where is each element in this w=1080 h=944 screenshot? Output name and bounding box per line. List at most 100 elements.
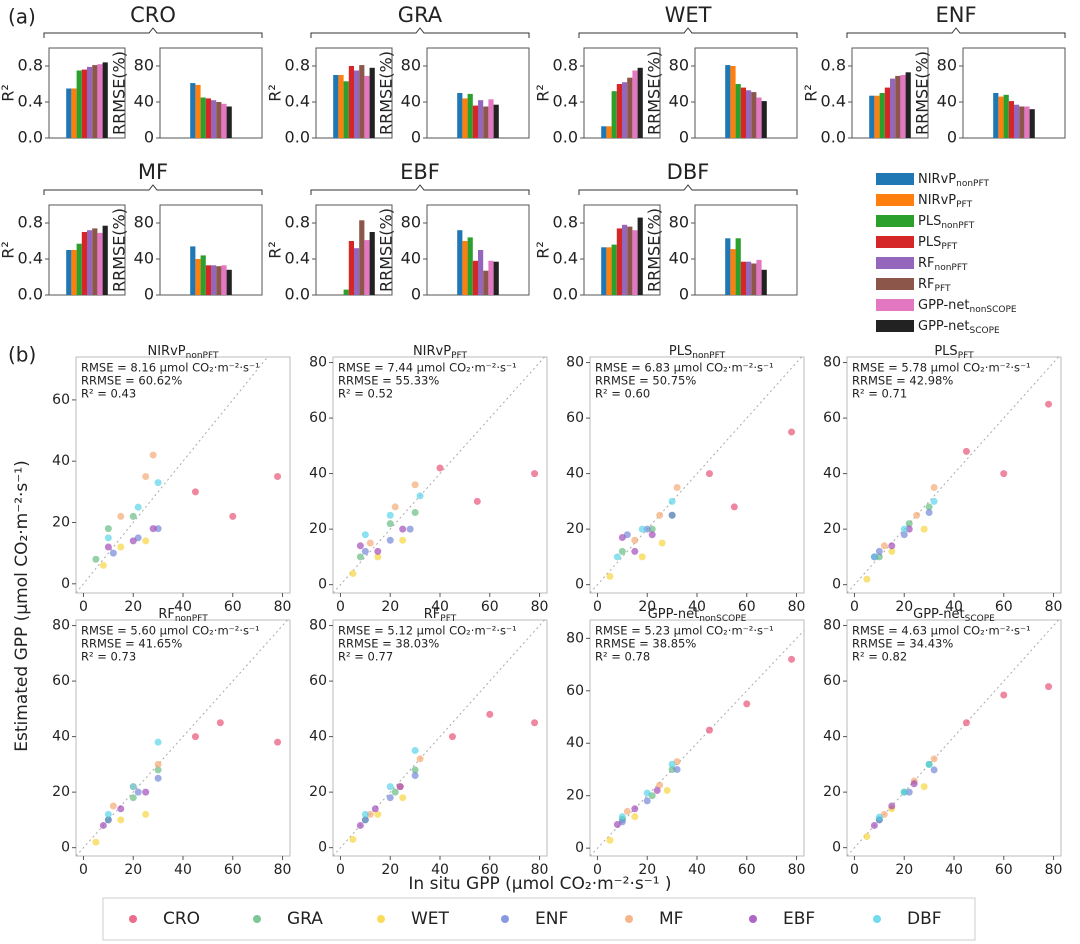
point bbox=[154, 525, 162, 533]
bar bbox=[102, 62, 108, 138]
x-tick-label: 60 bbox=[481, 862, 499, 878]
point bbox=[656, 781, 664, 789]
annotation: R² = 0.71 bbox=[852, 387, 907, 401]
point bbox=[406, 525, 414, 533]
bar bbox=[611, 91, 617, 138]
annotation: RMSE = 6.83 µmol CO₂·m⁻²·s⁻¹ bbox=[595, 361, 774, 375]
point bbox=[631, 536, 639, 544]
x-tick-label: 0 bbox=[593, 862, 602, 878]
y-tick-label: 80 bbox=[309, 355, 327, 371]
y-tick-label: 0.0 bbox=[285, 285, 310, 304]
group-brace bbox=[43, 27, 263, 38]
y-tick-label: 80 bbox=[823, 355, 841, 371]
annotation: RRMSE = 38.85% bbox=[595, 637, 696, 651]
y-axis-label: RRMSE(%) bbox=[377, 51, 396, 135]
x-tick-label: 60 bbox=[224, 599, 242, 615]
x-tick-label: 60 bbox=[481, 599, 499, 615]
title-name: NIRvP bbox=[413, 344, 451, 359]
point bbox=[880, 542, 888, 550]
bar bbox=[730, 249, 736, 295]
x-tick-label: 60 bbox=[738, 862, 756, 878]
bar bbox=[601, 126, 607, 138]
point bbox=[361, 531, 369, 539]
y-axis-label: R² bbox=[266, 84, 285, 102]
point bbox=[374, 553, 382, 561]
point bbox=[104, 810, 112, 818]
plot-frame bbox=[75, 619, 291, 857]
group-brace bbox=[43, 184, 263, 195]
y-tick-label: 0.8 bbox=[18, 56, 43, 75]
point bbox=[631, 547, 639, 555]
x-tick-label: 0 bbox=[79, 599, 88, 615]
point bbox=[436, 464, 444, 472]
plot-frame bbox=[75, 356, 291, 594]
legend-name: PLS bbox=[918, 235, 941, 250]
point bbox=[92, 838, 100, 846]
legend-label: RFnonPFT bbox=[918, 256, 968, 273]
y-tick-label: 0 bbox=[144, 128, 154, 147]
y-axis-label: Estimated GPP (µmol CO₂·m⁻²·s⁻¹) bbox=[12, 460, 32, 751]
legend-sub: nonPFT bbox=[941, 221, 974, 231]
bar bbox=[884, 87, 890, 138]
y-axis-label: R² bbox=[802, 84, 821, 102]
x-tick-label: 20 bbox=[895, 599, 913, 615]
x-tick-label: 80 bbox=[274, 862, 292, 878]
point bbox=[905, 520, 913, 528]
bar bbox=[606, 247, 612, 295]
annotation: RRMSE = 34.43% bbox=[852, 637, 953, 651]
x-tick-label: 80 bbox=[788, 599, 806, 615]
bar bbox=[343, 81, 349, 138]
point bbox=[142, 537, 150, 545]
y-tick-label: 0.8 bbox=[553, 56, 578, 75]
point bbox=[930, 483, 938, 491]
legend-label: PLSPFT bbox=[918, 235, 958, 252]
bar bbox=[338, 75, 344, 138]
x-tick-label: 40 bbox=[174, 599, 192, 615]
x-tick-label: 40 bbox=[174, 862, 192, 878]
bar bbox=[457, 93, 463, 138]
bar bbox=[1008, 101, 1014, 138]
point bbox=[1000, 691, 1008, 699]
legend-marker bbox=[749, 915, 757, 923]
legend-marker bbox=[501, 915, 509, 923]
y-tick-label: 0 bbox=[318, 577, 327, 593]
x-tick-label: 40 bbox=[945, 862, 963, 878]
point bbox=[154, 766, 162, 774]
point bbox=[109, 802, 117, 810]
y-axis-label: RRMSE(%) bbox=[377, 208, 396, 292]
legend-sub: SCOPE bbox=[970, 326, 1001, 336]
point bbox=[104, 525, 112, 533]
y-tick-label: 80 bbox=[52, 618, 70, 634]
point bbox=[930, 497, 938, 505]
legend-name: RF bbox=[918, 256, 935, 271]
y-tick-label: 80 bbox=[669, 56, 689, 75]
y-tick-label: 60 bbox=[309, 673, 327, 689]
legend-label: DBF bbox=[907, 909, 942, 929]
point bbox=[374, 810, 382, 818]
legend-label: EBF bbox=[783, 909, 815, 929]
legend-label: ENF bbox=[535, 909, 568, 929]
y-tick-label: 40 bbox=[309, 466, 327, 482]
point bbox=[361, 547, 369, 555]
bar bbox=[66, 250, 72, 295]
point bbox=[386, 520, 394, 528]
y-tick-label: 80 bbox=[937, 56, 957, 75]
point bbox=[613, 553, 621, 561]
bar bbox=[622, 82, 628, 138]
chart-title: NIRvPPFT bbox=[413, 344, 468, 361]
y-tick-label: 60 bbox=[566, 683, 584, 699]
point bbox=[104, 543, 112, 551]
point bbox=[361, 816, 369, 824]
x-tick-label: 80 bbox=[531, 862, 549, 878]
x-tick-label: 20 bbox=[638, 599, 656, 615]
point bbox=[668, 497, 676, 505]
point bbox=[356, 553, 364, 561]
point bbox=[129, 537, 137, 545]
group-brace bbox=[846, 27, 1066, 38]
y-tick-label: 0.0 bbox=[285, 128, 310, 147]
y-axis-label: R² bbox=[0, 241, 18, 259]
bar bbox=[462, 98, 468, 138]
point bbox=[913, 511, 921, 519]
point bbox=[623, 807, 631, 815]
y-tick-label: 0 bbox=[575, 840, 584, 856]
